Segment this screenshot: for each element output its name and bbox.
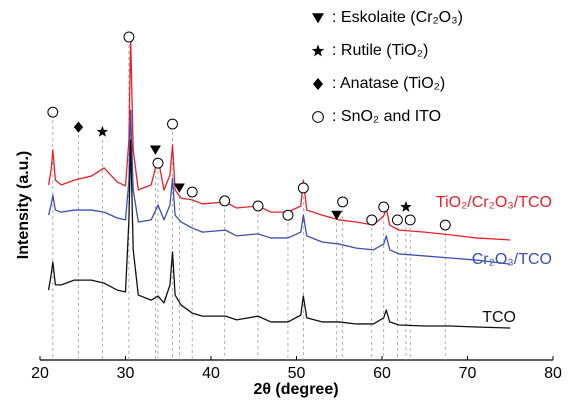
series-label: Cr₂O₃/TCO (472, 251, 552, 268)
x-tick-label: 80 (544, 365, 562, 382)
legend-label: : Eskolaite (Cr₂O₃) (332, 9, 463, 26)
marker-circle (391, 214, 403, 226)
y-axis-title: Intensity (a.u.) (15, 151, 32, 259)
legend-label: : Anatase (TiO₂) (332, 75, 445, 92)
marker-triangle-down (173, 183, 185, 193)
marker-star (311, 44, 325, 57)
marker-diamond (73, 121, 84, 133)
x-tick-label: 50 (288, 365, 306, 382)
marker-circle (186, 186, 198, 198)
x-tick-label: 60 (373, 365, 391, 382)
marker-star (96, 125, 109, 137)
marker-circle (219, 195, 231, 207)
marker-circle (378, 201, 390, 213)
series-line (47, 139, 511, 329)
marker-circle (404, 214, 416, 226)
legend-label: : Rutile (TiO₂) (332, 42, 428, 59)
marker-circle (337, 196, 349, 208)
x-tick-label: 40 (202, 365, 220, 382)
series-label: TCO (482, 309, 516, 326)
marker-circle (366, 214, 378, 226)
series-line (47, 37, 511, 241)
x-tick-label: 70 (459, 365, 477, 382)
marker-circle (439, 219, 451, 231)
marker-diamond (312, 78, 324, 90)
marker-circle (152, 157, 164, 169)
marker-circle (252, 200, 264, 212)
legend-label: : SnO₂ and ITO (332, 108, 441, 125)
marker-circle (312, 111, 324, 123)
marker-circle (47, 106, 59, 118)
marker-triangle-down (149, 145, 161, 155)
x-axis-title: 2θ (degree) (253, 381, 338, 398)
series-line (47, 109, 511, 265)
marker-circle (167, 118, 178, 130)
marker-circle (297, 182, 309, 194)
marker-triangle-down (312, 13, 324, 24)
marker-circle (282, 209, 294, 221)
marker-triangle-down (331, 210, 343, 221)
x-tick-label: 30 (117, 365, 135, 382)
series-label: TiO₂/Cr₂O₃/TCO (436, 194, 552, 211)
marker-star (400, 200, 412, 212)
x-tick-label: 20 (31, 365, 49, 382)
marker-circle (123, 31, 135, 43)
